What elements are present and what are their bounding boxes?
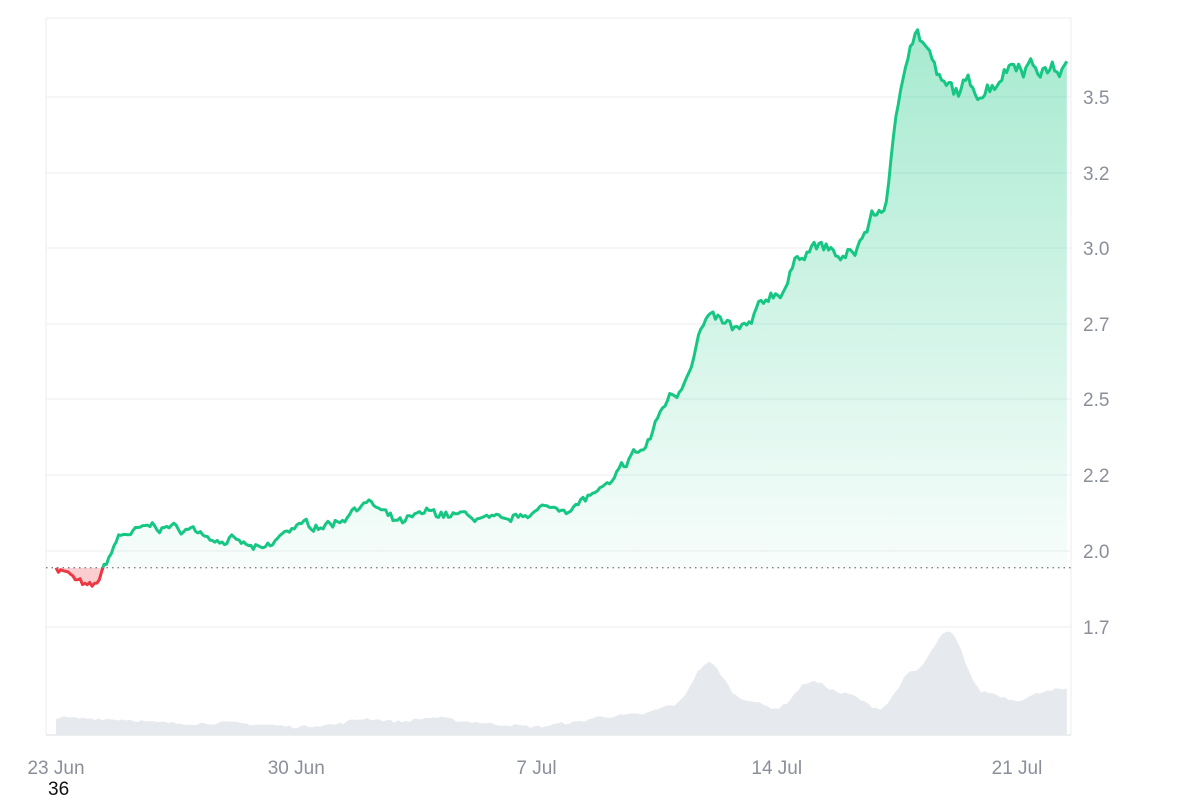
x-axis: 23 Jun 30 Jun 7 Jul 14 Jul 21 Jul [27, 758, 1042, 779]
price-fill-up [56, 30, 1067, 586]
volume-area [56, 632, 1067, 735]
y-tick-label: 2.0 [1083, 542, 1109, 563]
x-tick-label: 14 Jul [751, 758, 802, 779]
y-tick-label: 3.0 [1083, 239, 1109, 260]
y-axis: 1.7 2.0 2.2 2.5 2.7 3.0 3.2 3.5 [1083, 88, 1109, 639]
y-tick-label: 2.5 [1083, 390, 1109, 411]
y-tick-label: 1.7 [1083, 618, 1109, 639]
x-tick-label: 23 Jun [27, 758, 84, 779]
x-tick-label: 7 Jul [516, 758, 556, 779]
volume-fill [56, 632, 1067, 735]
x-tick-label: 21 Jul [992, 758, 1043, 779]
y-tick-label: 2.2 [1083, 466, 1109, 487]
y-tick-label: 3.2 [1083, 164, 1109, 185]
y-tick-label: 2.7 [1083, 315, 1109, 336]
x-tick-label: 30 Jun [268, 758, 325, 779]
y-tick-label: 3.5 [1083, 88, 1109, 109]
price-area [56, 30, 1067, 586]
footer-label: 36 [48, 779, 69, 801]
